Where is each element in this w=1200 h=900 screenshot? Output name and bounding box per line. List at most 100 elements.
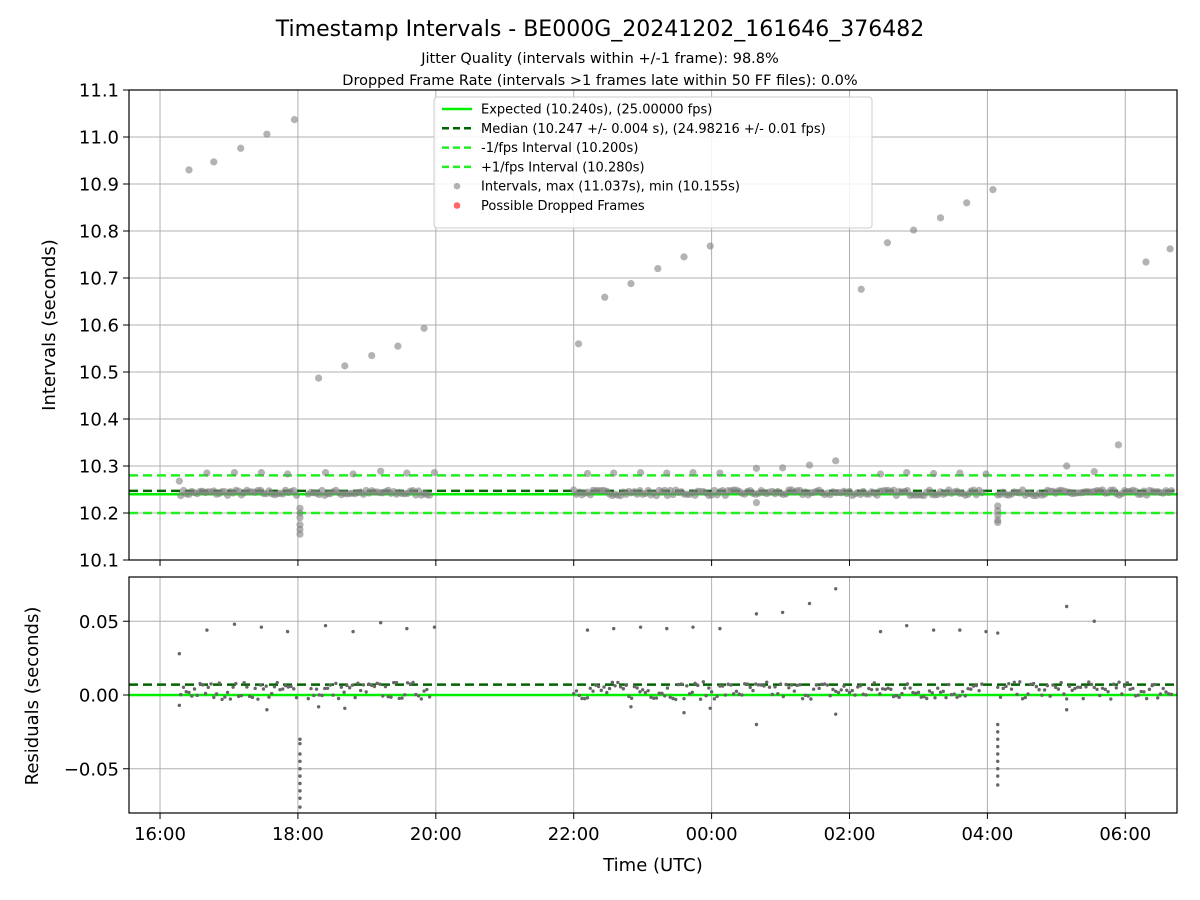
residual-point [1133, 694, 1138, 698]
interval-outlier-point [636, 468, 645, 477]
residual-point [375, 681, 379, 686]
residual-point [1139, 689, 1143, 694]
residual-point [616, 680, 620, 685]
residual-outlier-point [177, 652, 182, 656]
interval-outlier-point [627, 280, 635, 288]
residual-point [364, 690, 368, 694]
residual-point [605, 690, 609, 695]
residual-point [209, 682, 213, 686]
residual-point [787, 686, 791, 690]
interval-outlier-point [257, 468, 265, 477]
residual-point [715, 694, 719, 699]
residual-point [861, 692, 865, 696]
residual-point [792, 689, 797, 693]
residual-point [1059, 680, 1063, 685]
residual-point [596, 684, 601, 689]
residual-point [1169, 692, 1174, 696]
residual-dip-point [298, 737, 302, 741]
interval-outlier-point [185, 166, 193, 174]
top-y-tick-label: 10.9 [79, 175, 119, 196]
residual-outlier-point [205, 628, 209, 632]
residual-point [781, 694, 786, 699]
interval-dip-point [296, 504, 304, 512]
interval-dip-point [296, 521, 304, 529]
bottom-panel-axes: −0.05 0.00 0.05 16:00 18:00 20:00 22:00 00:00 02… [64, 576, 1178, 845]
residual-point [314, 687, 319, 691]
residual-point [701, 680, 706, 684]
residual-point [347, 686, 352, 690]
residual-point [958, 694, 962, 698]
residual-point [712, 697, 717, 701]
residual-point [1029, 682, 1033, 686]
residual-point [1164, 690, 1168, 694]
residual-point [696, 683, 700, 688]
residual-point [1092, 685, 1096, 690]
residual-point [201, 683, 205, 687]
residual-point [286, 685, 290, 689]
residual-point [256, 697, 260, 701]
residual-point [1076, 685, 1080, 689]
residual-outlier-point [177, 703, 182, 708]
residual-point [289, 684, 293, 689]
residual-point [394, 680, 399, 685]
residual-point [203, 691, 208, 696]
residual-dip-point [996, 730, 1000, 734]
bottom-y-tick-label: 0.05 [79, 612, 119, 633]
residual-dip-point [996, 752, 1000, 756]
residual-point [591, 689, 595, 693]
interval-outlier-point [583, 469, 592, 478]
bottom-y-tick-label: 0.00 [79, 686, 119, 707]
residual-point [425, 687, 429, 692]
residual-point [900, 691, 904, 696]
interval-outlier-point [654, 265, 662, 273]
residual-point [966, 686, 970, 691]
residual-point [198, 681, 202, 686]
residual-point [281, 687, 285, 691]
residual-point [1167, 692, 1171, 696]
residual-point [585, 696, 590, 700]
residual-point [911, 690, 915, 695]
interval-outlier-point [663, 469, 671, 477]
residual-point [980, 682, 984, 686]
top-y-tick-label: 10.2 [79, 504, 119, 525]
residual-outlier-point [378, 621, 383, 625]
residual-point [392, 680, 396, 685]
interval-outlier-point [832, 457, 840, 465]
residual-point [878, 692, 882, 696]
interval-outlier-point [910, 226, 918, 234]
interval-outlier-point [956, 469, 964, 477]
residual-point [723, 693, 728, 697]
residual-point [925, 696, 929, 701]
residual-point [707, 686, 711, 690]
residual-outlier-point [834, 587, 838, 591]
interval-dip-point [994, 502, 1002, 510]
residual-point [809, 697, 813, 701]
residual-point [599, 688, 603, 693]
residual-point [1153, 682, 1157, 687]
interval-point [292, 491, 301, 499]
residual-point [1103, 687, 1107, 692]
interval-outlier-point [1063, 462, 1071, 470]
residual-point [1009, 687, 1014, 691]
residual-point [996, 685, 1000, 690]
residual-point [922, 694, 926, 699]
residual-outlier-point [665, 626, 669, 631]
legend-entry-label: +1/fps Interval (10.280s) [481, 160, 645, 175]
residual-point [184, 690, 188, 694]
residual-point [998, 695, 1003, 699]
top-y-tick-label: 10.3 [79, 457, 119, 478]
residual-point [971, 684, 976, 688]
interval-outlier-point [1090, 468, 1098, 476]
interval-outlier-point [315, 374, 323, 382]
residual-point [1040, 693, 1044, 697]
residual-point [613, 684, 617, 688]
residual-point [283, 683, 288, 688]
chart-subtitle-dropped: Dropped Frame Rate (intervals >1 frames … [342, 73, 857, 89]
interval-outlier-point [175, 477, 183, 485]
residual-point [220, 697, 224, 702]
residual-point [798, 683, 802, 687]
top-panel-interval-points [175, 116, 1176, 538]
residual-dip-point [298, 789, 302, 793]
residual-dip-point [996, 767, 1000, 771]
